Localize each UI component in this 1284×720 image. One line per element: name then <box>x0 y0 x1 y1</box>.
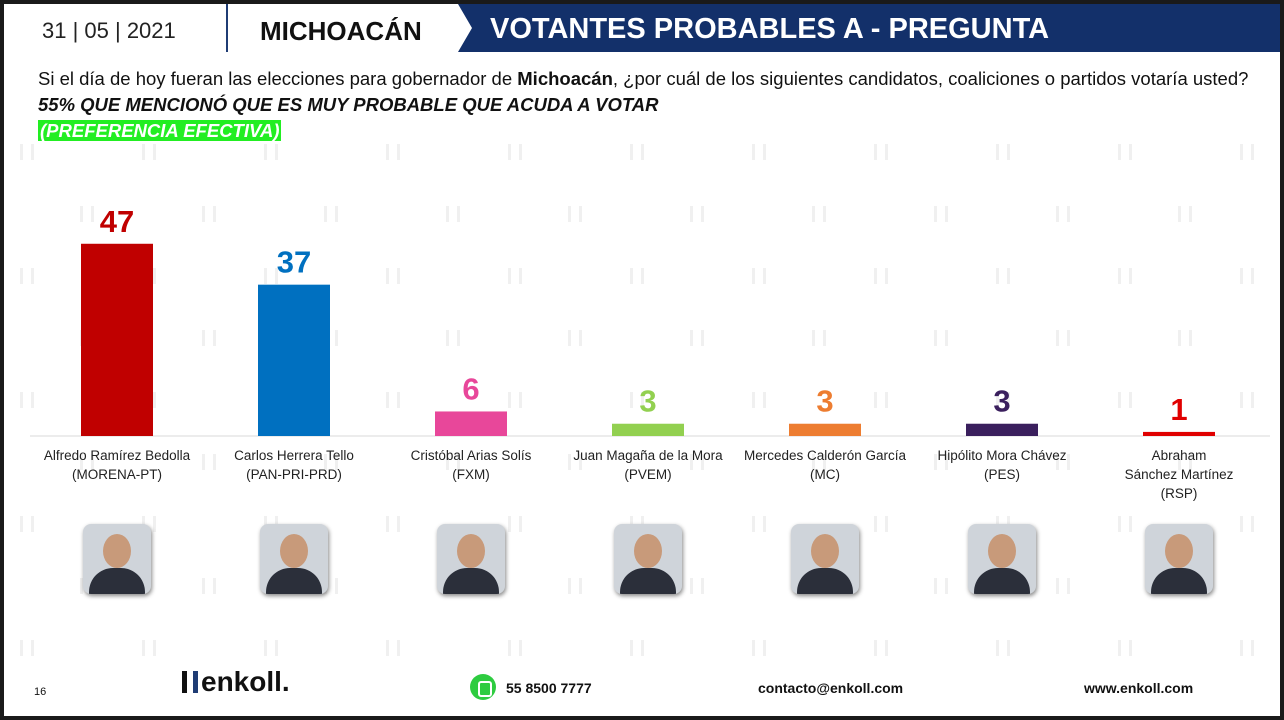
category-label: Abraham Sánchez Martínez (RSP) <box>1094 446 1264 503</box>
photo-body <box>974 568 1030 594</box>
category-label: Hipólito Mora Chávez (PES) <box>917 446 1087 484</box>
slide-title: VOTANTES PROBABLES A - PREGUNTA <box>490 13 1050 45</box>
question-text: Si el día de hoy fueran las elecciones p… <box>38 68 518 89</box>
bar <box>81 243 153 436</box>
bar <box>258 284 330 436</box>
photo-body <box>443 568 499 594</box>
bar <box>966 423 1038 436</box>
photo-body <box>620 568 676 594</box>
category-label: Carlos Herrera Tello (PAN-PRI-PRD) <box>209 446 379 484</box>
highlight-label: (PREFERENCIA EFECTIVA) <box>38 120 282 141</box>
candidate-photo <box>968 524 1036 594</box>
category-label: Mercedes Calderón García (MC) <box>740 446 910 484</box>
bar <box>435 411 507 436</box>
divider <box>226 4 228 52</box>
party-label: (MORENA-PT) <box>72 467 162 482</box>
photo-body <box>266 568 322 594</box>
photo-head <box>1165 534 1193 568</box>
website-link[interactable]: www.enkoll.com <box>1084 680 1194 696</box>
candidate-photo <box>260 524 328 594</box>
data-label: 3 <box>816 384 833 419</box>
enkoll-logo: enkoll. <box>182 666 290 698</box>
photo-head <box>103 534 131 568</box>
photo-head <box>811 534 839 568</box>
category-label: Alfredo Ramírez Bedolla (MORENA-PT) <box>32 446 202 484</box>
party-label: (PVEM) <box>624 467 672 482</box>
data-label: 47 <box>100 204 134 239</box>
photo-body <box>89 568 145 594</box>
data-label: 3 <box>639 384 656 419</box>
candidate-photo <box>83 524 151 594</box>
category-label: Cristóbal Arias Solís (FXM) <box>386 446 556 484</box>
photo-body <box>797 568 853 594</box>
party-label: (MC) <box>810 467 840 482</box>
question-text-2: , ¿por cuál de los siguientes candidatos… <box>612 68 1249 89</box>
candidate-photo <box>791 524 859 594</box>
category-label: Juan Magaña de la Mora (PVEM) <box>563 446 733 484</box>
photo-head <box>634 534 662 568</box>
candidate-name: Alfredo Ramírez Bedolla <box>43 448 191 463</box>
date: 31 | 05 | 2021 <box>42 18 176 43</box>
party-label: (PAN-PRI-PRD) <box>246 467 342 482</box>
photo-head <box>988 534 1016 568</box>
bar <box>789 423 861 436</box>
photo-head <box>280 534 308 568</box>
candidate-name: Mercedes Calderón García <box>743 448 907 463</box>
party-label: (PES) <box>983 467 1020 482</box>
data-label: 6 <box>462 371 479 406</box>
candidate-name: Carlos Herrera Tello <box>234 448 354 463</box>
bar-chart: 47 37 6 3 3 3 1 <box>30 204 1270 437</box>
candidate-photo <box>437 524 505 594</box>
party-label: (RSP) <box>1160 486 1198 501</box>
page-number: 16 <box>34 686 47 698</box>
question-note: 55% QUE MENCIONÓ QUE ES MUY PROBABLE QUE… <box>38 94 659 115</box>
photo-body <box>1151 568 1207 594</box>
whatsapp-icon <box>470 674 496 700</box>
slide: 31 | 05 | 2021 MICHOACÁN VOTANTES PROBAB… <box>4 4 1280 716</box>
bar <box>1143 431 1215 436</box>
enkoll-logo-text: enkoll. <box>201 666 290 697</box>
candidate-name: Juan Magaña de la Mora <box>573 448 723 463</box>
candidate-photo <box>1145 524 1213 594</box>
question-state: Michoacán <box>517 68 613 89</box>
phone: 55 8500 7777 <box>506 680 592 696</box>
title-banner: VOTANTES PROBABLES A - PREGUNTA <box>458 4 1280 52</box>
state-title: MICHOACÁN <box>260 16 422 46</box>
party-label: (FXM) <box>452 467 490 482</box>
candidate-name: Hipólito Mora Chávez <box>937 448 1067 463</box>
candidate-photo <box>614 524 682 594</box>
candidate-name: Cristóbal Arias Solís <box>410 448 532 463</box>
candidate-name: Abraham Sánchez Martínez <box>1124 448 1234 482</box>
data-label: 37 <box>277 245 311 280</box>
data-label: 3 <box>993 384 1010 419</box>
email-link[interactable]: contacto@enkoll.com <box>758 680 904 696</box>
bar <box>612 423 684 436</box>
data-label: 1 <box>1170 392 1187 427</box>
question: Si el día de hoy fueran las elecciones p… <box>38 66 1258 144</box>
enkoll-logo-mark <box>182 671 198 693</box>
photo-head <box>457 534 485 568</box>
